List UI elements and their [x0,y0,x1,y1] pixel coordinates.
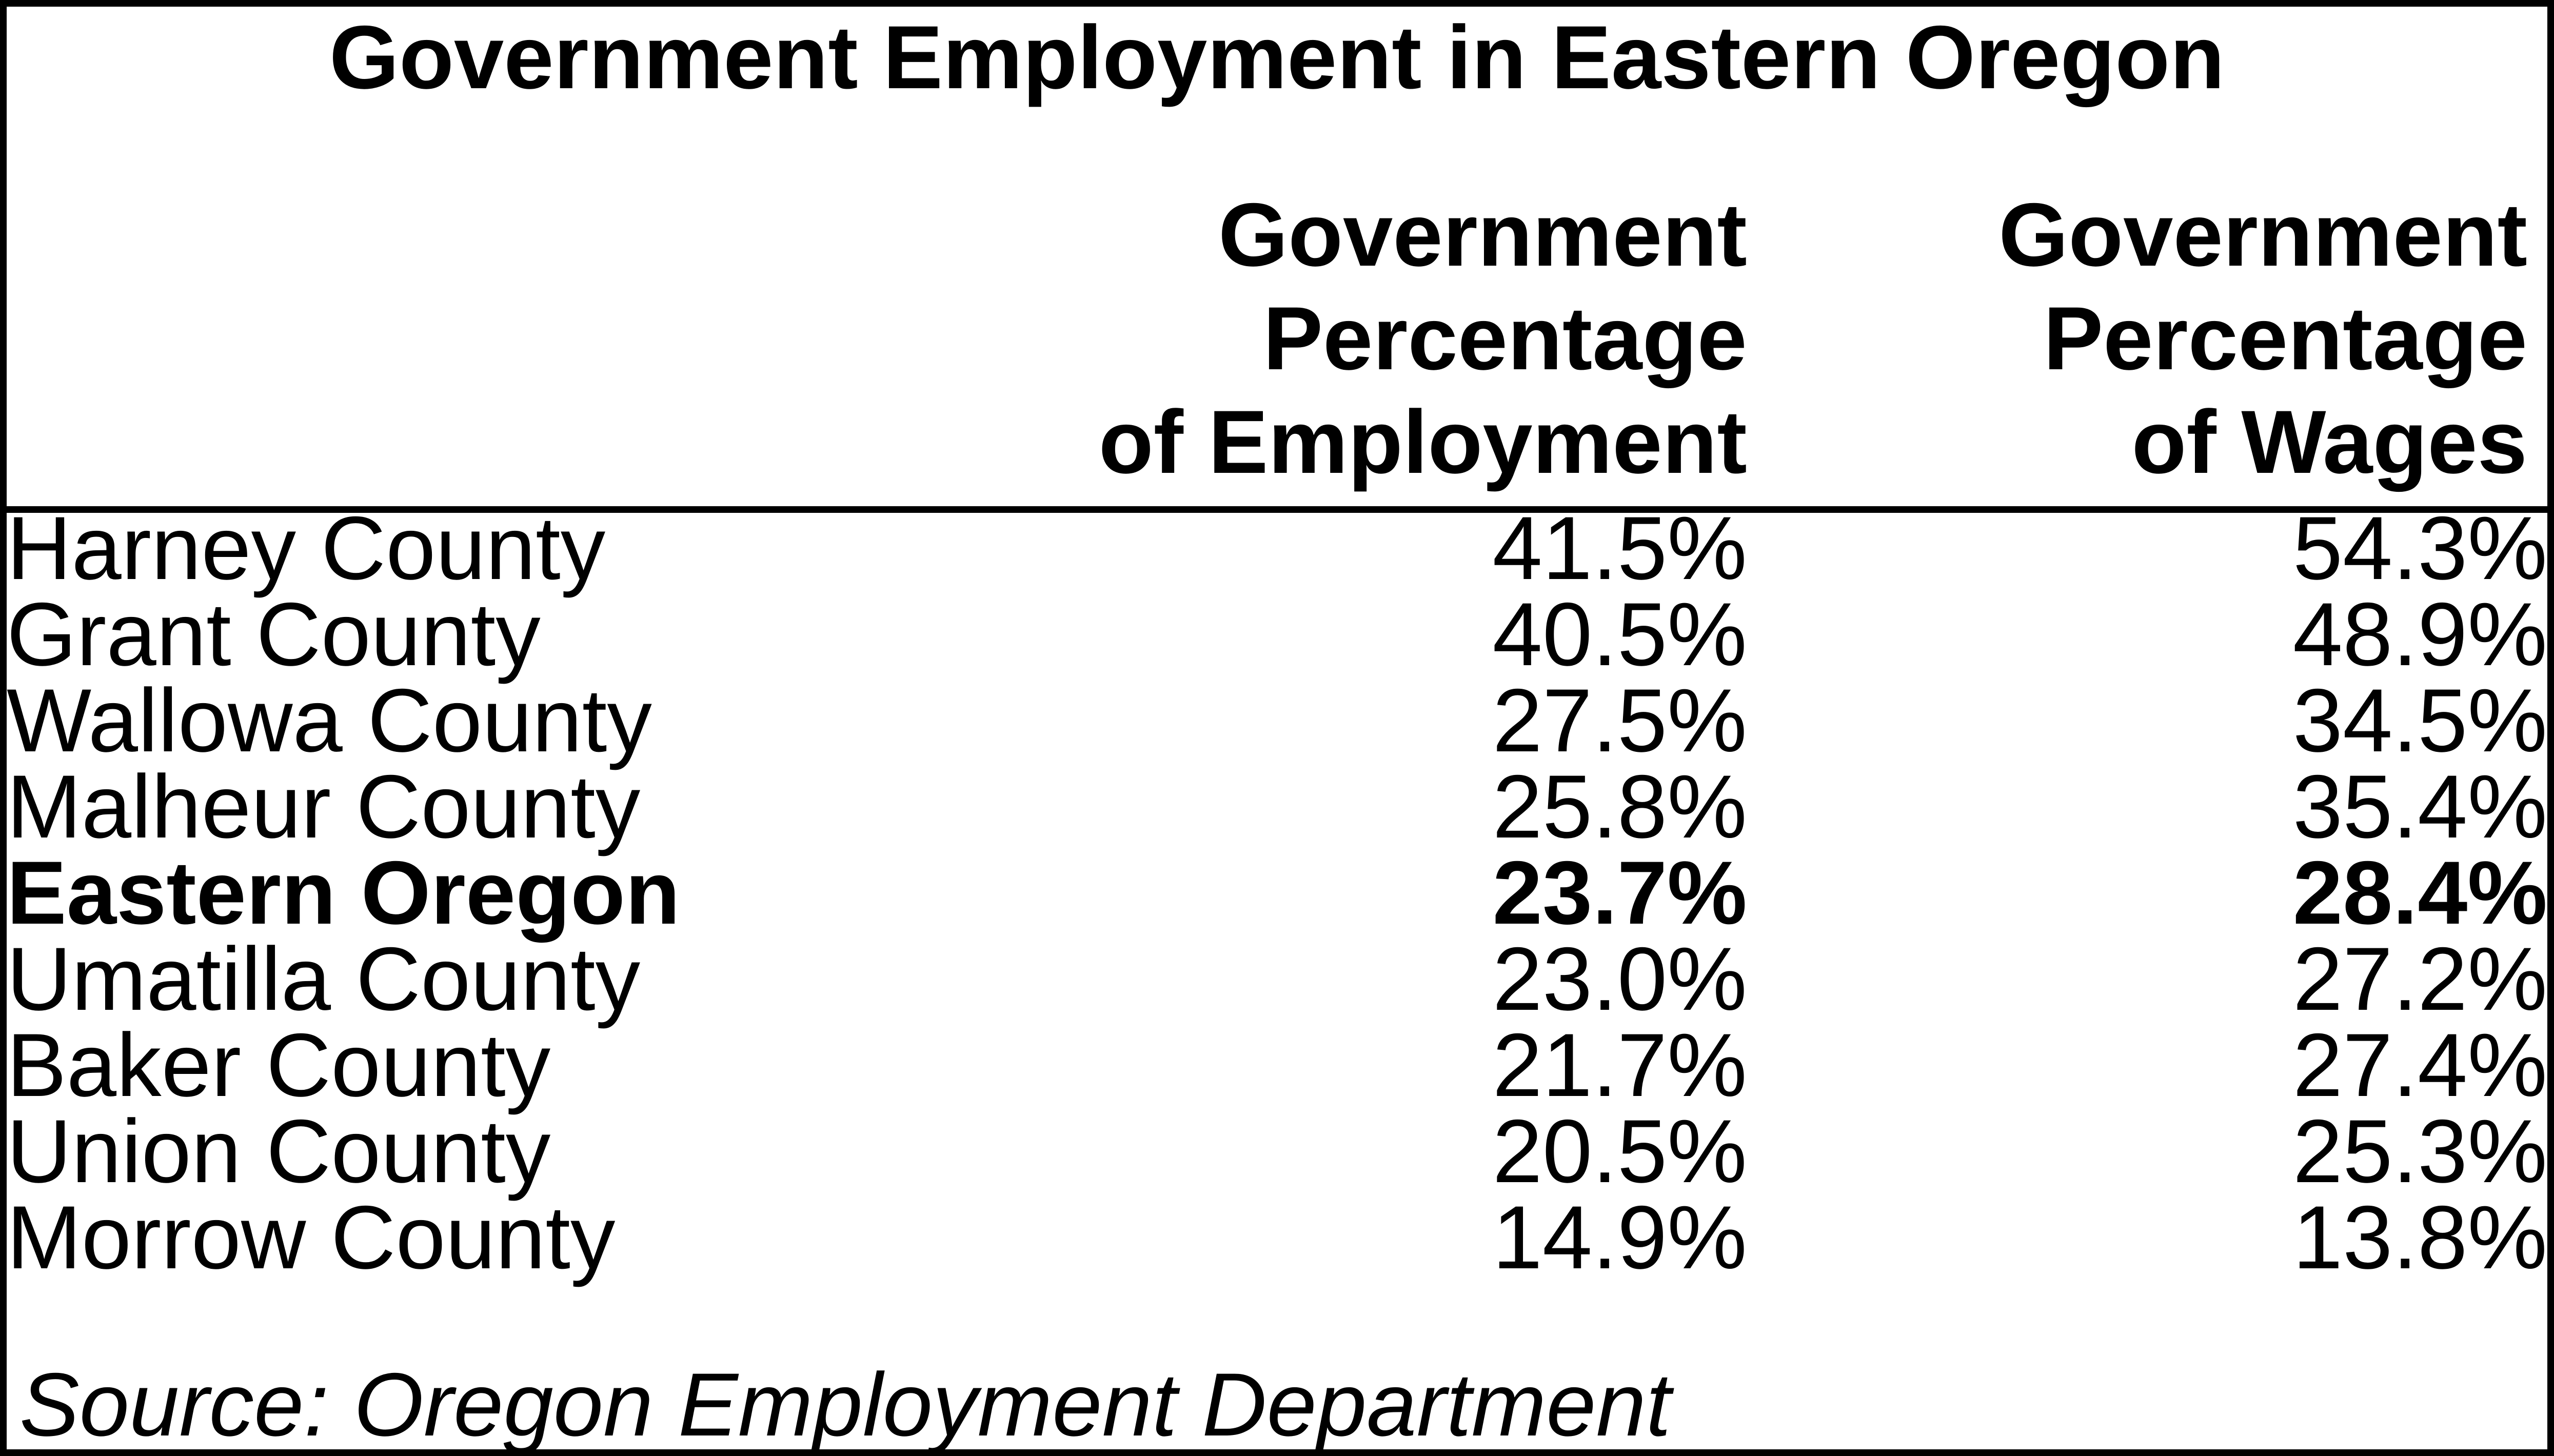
wages-header-line-3: of Wages [2131,392,2527,492]
wages-column-header: Government Percentage of Wages [1747,184,2547,494]
row-label-column-header [7,184,985,494]
employment-value: 23.7% [1492,843,1747,943]
wages-header-line-1: Government [1998,185,2527,285]
county-name: Harney County [7,498,606,599]
employment-value: 21.7% [1492,1015,1747,1115]
table-row: Umatilla County 23.0% 27.2% [7,929,2547,1029]
wages-value: 34.5% [2292,671,2547,771]
employment-value: 25.8% [1492,757,1747,857]
county-name: Grant County [7,585,541,685]
employment-column-header: Government Percentage of Employment [985,184,1747,494]
county-name: Wallowa County [7,671,652,771]
wages-value: 13.8% [2292,1188,2547,1288]
employment-value: 27.5% [1492,671,1747,771]
wages-value: 48.9% [2292,585,2547,685]
table-title: Government Employment in Eastern Oregon [329,8,2225,108]
header-separator-rule [7,506,2547,513]
county-name: Morrow County [7,1188,616,1288]
wages-value: 27.4% [2292,1015,2547,1115]
table-row: Morrow County 14.9% 13.8% [7,1188,2547,1288]
employment-value: 41.5% [1492,498,1747,599]
table-row: Baker County 21.7% 27.4% [7,1015,2547,1115]
wages-value: 25.3% [2292,1102,2547,1202]
county-name: Union County [7,1102,551,1202]
source-attribution: Source: Oregon Employment Department [19,1355,1671,1455]
wages-header-line-2: Percentage [2043,289,2527,389]
table-row: Malheur County 25.8% 35.4% [7,757,2547,857]
county-name: Umatilla County [7,929,641,1029]
county-name: Baker County [7,1015,551,1115]
table-row: Grant County 40.5% 48.9% [7,585,2547,685]
county-name: Malheur County [7,757,641,857]
wages-value: 28.4% [2292,843,2547,943]
employment-header-line-1: Government [1218,185,1747,285]
table-row-eastern-oregon-total: Eastern Oregon 23.7% 28.4% [7,843,2547,943]
table-row: Union County 20.5% 25.3% [7,1102,2547,1202]
wages-value: 35.4% [2292,757,2547,857]
employment-header-line-3: of Employment [1098,392,1747,492]
employment-value: 23.0% [1492,929,1747,1029]
employment-value: 40.5% [1492,585,1747,685]
wages-value: 27.2% [2292,929,2547,1029]
employment-value: 14.9% [1492,1188,1747,1288]
data-table: Harney County 41.5% 54.3% Grant County 4… [7,498,2547,1288]
wages-value: 54.3% [2292,498,2547,599]
employment-value: 20.5% [1492,1102,1747,1202]
column-headers: Government Percentage of Employment Gove… [7,184,2547,494]
table-row: Wallowa County 27.5% 34.5% [7,671,2547,771]
region-name: Eastern Oregon [7,843,680,943]
employment-header-line-2: Percentage [1263,289,1747,389]
table-row: Harney County 41.5% 54.3% [7,498,2547,599]
